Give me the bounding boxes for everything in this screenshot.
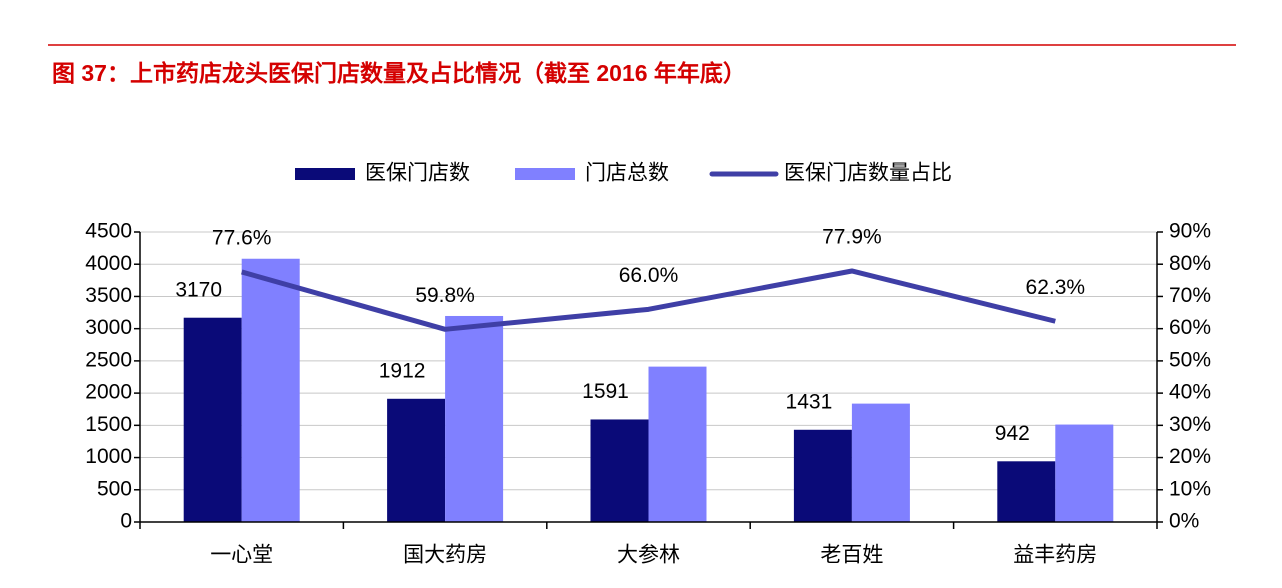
y-tick-label: 1500 [85, 413, 132, 436]
y2-tick-label: 70% [1169, 284, 1211, 307]
y2-tick-label: 10% [1169, 477, 1211, 500]
y-tick-label: 4500 [85, 220, 132, 243]
legend-swatch [515, 168, 575, 180]
line-value-label: 66.0% [619, 264, 679, 287]
y2-tick-label: 0% [1169, 510, 1199, 533]
x-tick-label: 老百姓 [820, 543, 883, 567]
legend-label: 医保门店数 [365, 161, 470, 185]
bar [648, 366, 707, 522]
bar-value-label: 3170 [175, 278, 222, 301]
bar [793, 429, 852, 522]
bar [241, 258, 300, 522]
bar-value-label: 942 [995, 422, 1030, 445]
bar [183, 317, 242, 522]
line-value-label: 62.3% [1026, 276, 1086, 299]
x-tick-label: 一心堂 [210, 543, 273, 567]
legend-swatch [295, 168, 355, 180]
y-tick-label: 3500 [85, 284, 132, 307]
bar-value-label: 1591 [582, 380, 629, 403]
y2-tick-label: 50% [1169, 348, 1211, 371]
bar [851, 403, 910, 522]
y-tick-label: 2000 [85, 381, 132, 404]
y2-tick-label: 30% [1169, 413, 1211, 436]
bar [590, 419, 649, 522]
legend-label: 医保门店数量占比 [784, 161, 952, 185]
bar-value-label: 1912 [379, 359, 426, 382]
line-value-label: 77.6% [212, 227, 272, 250]
x-tick-label: 益丰药房 [1013, 543, 1097, 567]
x-tick-label: 国大药房 [403, 543, 487, 567]
legend-label: 门店总数 [585, 161, 669, 185]
line [241, 268, 1056, 332]
bar [1055, 424, 1114, 522]
y-tick-label: 500 [97, 477, 132, 500]
chart-title: 图 37：上市药店龙头医保门店数量及占比情况（截至 2016 年年底） [52, 60, 746, 86]
bar [387, 398, 446, 522]
y2-tick-label: 90% [1169, 220, 1211, 243]
y-tick-label: 1000 [85, 445, 132, 468]
y-tick-label: 4000 [85, 252, 132, 275]
y-tick-label: 0 [120, 510, 132, 533]
y2-tick-label: 60% [1169, 316, 1211, 339]
bar [997, 461, 1056, 522]
x-tick-label: 大参林 [617, 543, 680, 567]
bar [445, 315, 504, 522]
y-tick-label: 3000 [85, 316, 132, 339]
bar-value-label: 1431 [786, 390, 833, 413]
y2-tick-label: 40% [1169, 381, 1211, 404]
line-value-label: 59.8% [415, 284, 475, 307]
y2-tick-label: 20% [1169, 445, 1211, 468]
y2-tick-label: 80% [1169, 252, 1211, 275]
y-tick-label: 2500 [85, 348, 132, 371]
line-value-label: 77.9% [822, 226, 882, 249]
